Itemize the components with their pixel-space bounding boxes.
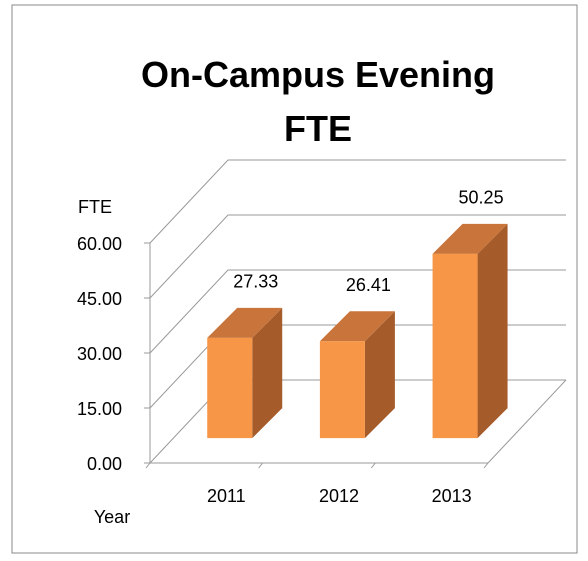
bar-top	[207, 307, 283, 338]
bar	[207, 337, 253, 439]
x-tick	[370, 462, 376, 469]
y-tick-label: 60.00	[77, 234, 122, 254]
y-tick-label: 45.00	[77, 289, 122, 309]
bar-top	[319, 311, 395, 342]
bar-side	[477, 223, 508, 439]
chart-title: On-Campus Evening FTE	[140, 54, 496, 149]
y-tick-label: 0.00	[87, 454, 122, 474]
grid-line	[149, 214, 566, 299]
frame	[11, 4, 578, 554]
bar	[319, 341, 365, 439]
x-tick	[145, 462, 151, 469]
y-axis-label: FTE	[78, 197, 112, 217]
bar-side	[252, 307, 283, 439]
value-label: 50.25	[459, 188, 504, 208]
bar-side	[364, 311, 395, 439]
x-tick	[258, 462, 264, 469]
x-tick	[483, 462, 489, 469]
bar-top	[432, 223, 508, 254]
bar	[432, 253, 478, 439]
x-tick-label: 2013	[432, 486, 472, 506]
y-tick-label: 30.00	[77, 344, 122, 364]
x-tick-label: 2012	[319, 486, 359, 506]
x-tick-label: 2011	[207, 486, 246, 506]
grid-line	[149, 159, 566, 244]
x-axis-label: Year	[94, 507, 130, 527]
value-label: 27.33	[233, 272, 278, 292]
y-tick-label: 15.00	[77, 399, 122, 419]
value-label: 26.41	[346, 275, 391, 295]
